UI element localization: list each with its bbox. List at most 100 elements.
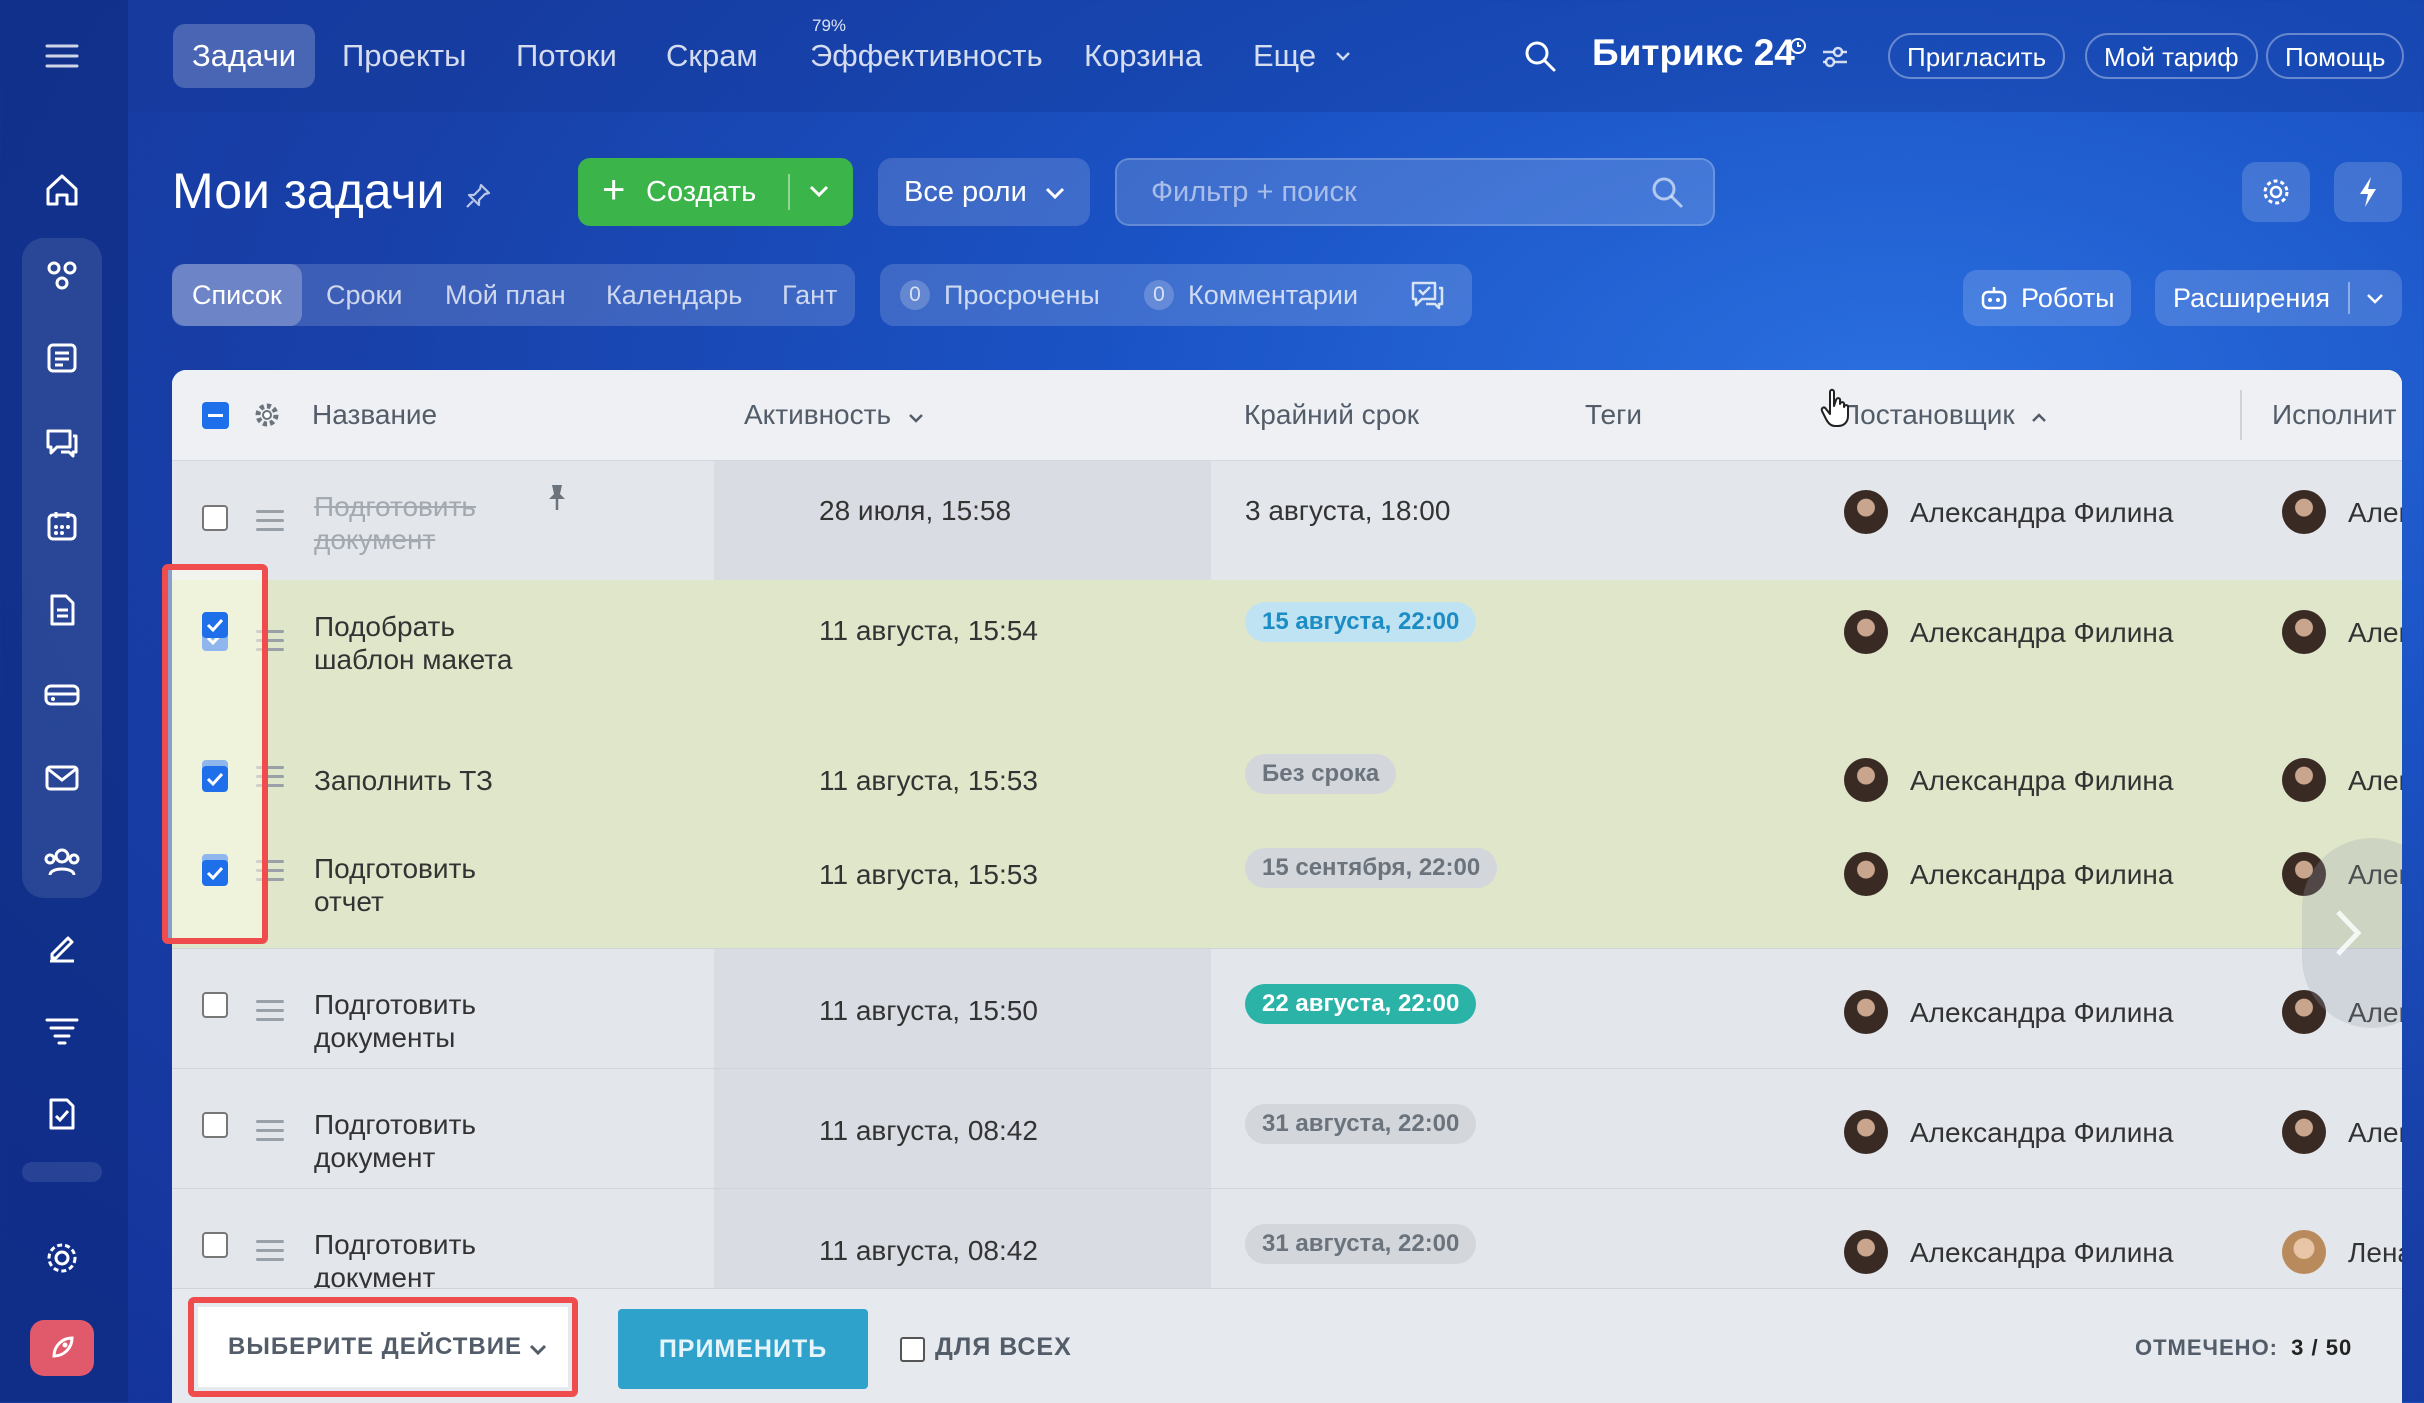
- table-row[interactable]: Подготовить документ 28 июля, 15:58 3 ав…: [172, 460, 2402, 581]
- row-checkbox[interactable]: [202, 992, 228, 1018]
- task-name[interactable]: Подобрать шаблон макета: [314, 611, 513, 675]
- creator-name[interactable]: Александра Филина: [1910, 997, 2174, 1028]
- help-button[interactable]: Помощь: [2266, 33, 2405, 79]
- table-row[interactable]: Подобрать шаблон макета 11 августа, 15:5…: [172, 580, 2402, 735]
- calendar-icon[interactable]: [34, 498, 90, 554]
- robots-button[interactable]: Роботы: [1963, 270, 2131, 326]
- nav-tab-scrum[interactable]: Скрам: [666, 38, 758, 73]
- task-name[interactable]: Подготовить документ: [314, 491, 476, 555]
- action-select[interactable]: ВЫБЕРИТЕ ДЕЙСТВИЕ: [198, 1307, 568, 1387]
- creator-name[interactable]: Александра Филина: [1910, 497, 2174, 528]
- tasks-icon[interactable]: [34, 246, 90, 302]
- table-row[interactable]: Заполнить ТЗ 11 августа, 15:53 Без срока…: [172, 734, 2402, 829]
- deadline-badge[interactable]: 22 августа, 22:00: [1245, 984, 1477, 1024]
- column-assignee[interactable]: Исполнит: [2272, 399, 2397, 430]
- creator-name[interactable]: Александра Филина: [1910, 765, 2174, 796]
- chevron-down-icon[interactable]: [808, 184, 830, 198]
- column-tags[interactable]: Теги: [1585, 399, 1642, 430]
- nav-tab-tasks[interactable]: Задачи: [173, 24, 316, 88]
- home-icon[interactable]: [34, 162, 90, 218]
- table-row[interactable]: Подготовить документ 11 августа, 08:42 3…: [172, 1068, 2402, 1189]
- pin-icon[interactable]: [464, 182, 492, 210]
- deadline-badge[interactable]: Без срока: [1245, 754, 1397, 794]
- row-checkbox[interactable]: [202, 505, 228, 531]
- task-name[interactable]: Подготовить документы: [314, 989, 476, 1053]
- filter-search-input[interactable]: Фильтр + поиск: [1115, 158, 1715, 226]
- table-row[interactable]: Подготовить отчет 11 августа, 15:53 15 с…: [172, 828, 2402, 949]
- drag-handle[interactable]: [256, 766, 284, 793]
- row-checkbox[interactable]: [202, 1112, 228, 1138]
- list-settings-button[interactable]: [2242, 162, 2310, 222]
- deadline-text[interactable]: 3 августа, 18:00: [1245, 495, 1451, 526]
- column-creator[interactable]: Постановщик: [1840, 370, 2048, 460]
- search-icon[interactable]: [1649, 174, 1685, 210]
- select-all-checkbox[interactable]: [202, 402, 229, 429]
- sign-icon[interactable]: [34, 918, 90, 974]
- avatar[interactable]: [1844, 1110, 1888, 1154]
- row-checkbox-overlay[interactable]: [202, 766, 228, 792]
- scroll-right-button[interactable]: [2302, 838, 2402, 1028]
- assignee-name[interactable]: Алекс: [2348, 1117, 2402, 1148]
- nav-tab-projects[interactable]: Проекты: [342, 38, 467, 73]
- pin-icon[interactable]: [546, 482, 568, 512]
- assignee-name[interactable]: Лена: [2348, 1237, 2402, 1268]
- creator-name[interactable]: Александра Филина: [1910, 1237, 2174, 1268]
- settings-icon[interactable]: [34, 1230, 90, 1286]
- for-all-checkbox[interactable]: [900, 1337, 925, 1362]
- read-all-icon[interactable]: [1408, 278, 1446, 312]
- avatar[interactable]: [1844, 490, 1888, 534]
- tab-list[interactable]: Список: [172, 264, 302, 326]
- creator-name[interactable]: Александра Филина: [1910, 859, 2174, 890]
- table-row[interactable]: Подготовить документы 11 августа, 15:50 …: [172, 948, 2402, 1069]
- avatar[interactable]: [2282, 610, 2326, 654]
- assignee-name[interactable]: Алекс: [2348, 617, 2402, 648]
- task-name[interactable]: Заполнить ТЗ: [314, 765, 493, 796]
- tab-calendar[interactable]: Календарь: [606, 280, 743, 310]
- drag-handle[interactable]: [256, 860, 284, 887]
- avatar[interactable]: [1844, 1230, 1888, 1274]
- assignee-name[interactable]: Алекс: [2348, 765, 2402, 796]
- checklist-icon[interactable]: [34, 1086, 90, 1142]
- feed-icon[interactable]: [34, 330, 90, 386]
- deadline-badge[interactable]: 15 августа, 22:00: [1245, 602, 1477, 642]
- assignee-name[interactable]: Алекс: [2348, 859, 2402, 890]
- tab-my-plan[interactable]: Мой план: [445, 280, 566, 310]
- nav-tab-trash[interactable]: Корзина: [1084, 38, 1203, 73]
- assignee-name[interactable]: Алекс: [2348, 997, 2402, 1028]
- task-name[interactable]: Подготовить документ: [314, 1109, 476, 1173]
- column-activity[interactable]: Активность: [744, 370, 925, 460]
- avatar[interactable]: [2282, 490, 2326, 534]
- roles-dropdown[interactable]: Все роли: [878, 158, 1090, 226]
- avatar[interactable]: [2282, 1110, 2326, 1154]
- contacts-icon[interactable]: [34, 834, 90, 890]
- drive-icon[interactable]: [34, 666, 90, 722]
- task-name[interactable]: Подготовить отчет: [314, 853, 476, 917]
- extensions-dropdown[interactable]: Расширения: [2155, 270, 2402, 326]
- rocket-icon[interactable]: [30, 1320, 94, 1376]
- drag-handle[interactable]: [256, 510, 284, 537]
- avatar[interactable]: [1844, 610, 1888, 654]
- avatar[interactable]: [2282, 758, 2326, 802]
- creator-name[interactable]: Александра Филина: [1910, 1117, 2174, 1148]
- deadline-badge[interactable]: 31 августа, 22:00: [1245, 1224, 1477, 1264]
- drag-handle[interactable]: [256, 630, 284, 657]
- nav-tab-efficiency[interactable]: Эффективность: [810, 38, 1043, 73]
- row-checkbox-overlay[interactable]: [202, 612, 228, 638]
- marketing-icon[interactable]: [34, 1002, 90, 1058]
- avatar[interactable]: [1844, 852, 1888, 896]
- row-checkbox[interactable]: [202, 1232, 228, 1258]
- tab-gantt[interactable]: Гант: [782, 280, 838, 310]
- sliders-icon[interactable]: [1820, 44, 1850, 70]
- overdue-counter[interactable]: 0 Просрочены: [880, 264, 1120, 326]
- assignee-name[interactable]: Алекс: [2348, 497, 2402, 528]
- comments-counter[interactable]: 0 Комментарии: [1124, 264, 1378, 326]
- search-icon[interactable]: [1522, 38, 1558, 74]
- tariff-button[interactable]: Мой тариф: [2085, 33, 2258, 79]
- drag-handle[interactable]: [256, 1120, 284, 1147]
- avatar[interactable]: [2282, 852, 2326, 896]
- deadline-badge[interactable]: 31 августа, 22:00: [1245, 1104, 1477, 1144]
- apply-button[interactable]: ПРИМЕНИТЬ: [618, 1309, 868, 1389]
- column-name[interactable]: Название: [312, 399, 438, 430]
- table-row[interactable]: Подготовить документ 11 августа, 08:42 3…: [172, 1188, 2402, 1288]
- nav-tab-flows[interactable]: Потоки: [516, 38, 617, 73]
